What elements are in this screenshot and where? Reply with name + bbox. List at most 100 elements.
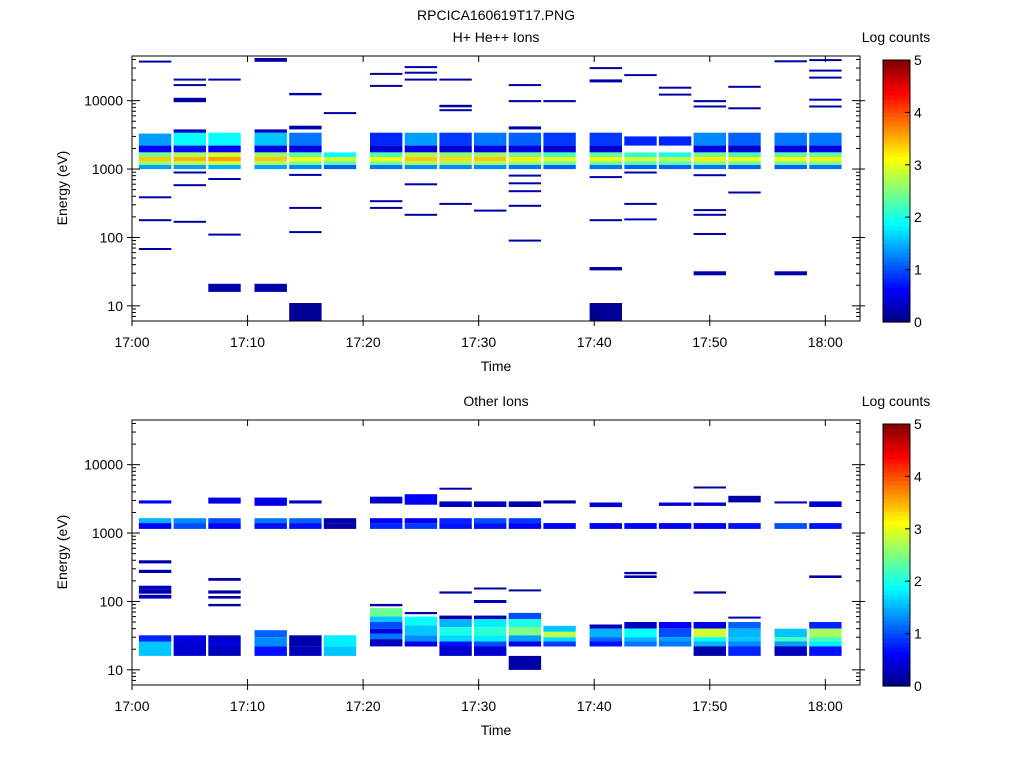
heatmap-cell	[138, 569, 172, 573]
heatmap-cell	[809, 161, 842, 165]
colorbar-tick-label: 3	[914, 521, 922, 537]
heatmap-cell	[404, 71, 438, 74]
heatmap-cell	[589, 157, 622, 162]
colorbar-strip	[883, 651, 910, 657]
heatmap-cell	[289, 206, 322, 209]
colorbar-strip	[883, 629, 910, 635]
colorbar-strip	[883, 273, 910, 279]
heatmap-cell	[289, 161, 322, 165]
colorbar-strip	[883, 256, 910, 262]
heatmap-cell	[208, 641, 241, 647]
x-tick-label: 17:30	[461, 698, 496, 714]
colorbar-strip	[883, 581, 910, 587]
colorbar-tick-label: 0	[914, 678, 922, 694]
heatmap-cell	[254, 630, 287, 638]
colorbar-strip	[883, 269, 910, 275]
colorbar-strip	[883, 313, 910, 319]
heatmap-cell	[439, 157, 472, 162]
colorbar-strip	[883, 151, 910, 157]
colorbar-strip	[883, 173, 910, 179]
heatmap-cell	[439, 487, 472, 490]
heatmap-cell	[543, 161, 576, 165]
colorbar-strip	[883, 112, 910, 118]
heatmap-cell	[589, 303, 622, 321]
heatmap-cell	[208, 596, 241, 599]
colorbar-strip	[883, 515, 910, 521]
heatmap-cell	[404, 635, 438, 642]
heatmap-cell	[254, 646, 287, 656]
heatmap-cell	[474, 164, 507, 170]
colorbar-strip	[883, 432, 910, 438]
heatmap-cell	[543, 152, 576, 157]
colorbar-strip	[883, 243, 910, 249]
heatmap-cell	[439, 591, 472, 594]
heatmap-cell	[589, 624, 622, 629]
heatmap-cell	[589, 164, 622, 170]
heatmap-cell	[624, 157, 657, 162]
heatmap-cell	[208, 164, 241, 170]
colorbar-tick-label: 4	[914, 468, 922, 484]
heatmap-cell	[774, 501, 807, 504]
heatmap-cell	[474, 627, 507, 636]
heatmap-cell	[809, 76, 842, 79]
heatmap-cell	[138, 518, 172, 524]
heatmap-cell	[728, 622, 761, 629]
heatmap-cell	[543, 631, 576, 638]
heatmap-cell	[474, 161, 507, 165]
heatmap-cell	[439, 145, 472, 153]
heatmap-cell	[809, 145, 842, 153]
heatmap-cell	[138, 161, 172, 165]
x-tick-label: 17:00	[114, 698, 149, 714]
heatmap-cell	[439, 635, 472, 642]
heatmap-cell	[404, 161, 438, 165]
panel-top-ylabel: Energy (eV)	[54, 151, 70, 226]
heatmap-cell	[624, 74, 657, 77]
heatmap-cell	[508, 174, 542, 177]
colorbar-strip	[883, 142, 910, 148]
heatmap-cell	[543, 157, 576, 162]
heatmap-cell	[173, 635, 206, 642]
heatmap-cell	[693, 646, 726, 656]
heatmap-cell	[173, 129, 206, 133]
x-tick-label: 17:00	[114, 334, 149, 350]
heatmap-cell	[439, 164, 472, 170]
heatmap-cell	[254, 132, 287, 146]
heatmap-cell	[589, 219, 622, 222]
heatmap-cell	[138, 594, 172, 599]
colorbar-strip	[883, 659, 910, 665]
heatmap-cell	[474, 600, 507, 603]
heatmap-cell	[809, 69, 842, 72]
colorbar-strip	[883, 616, 910, 622]
heatmap-cell	[138, 589, 172, 594]
heatmap-cell	[289, 303, 322, 321]
heatmap-cell	[693, 157, 726, 162]
heatmap-cell	[658, 86, 692, 89]
heatmap-cell	[138, 133, 172, 146]
heatmap-cell	[370, 161, 403, 165]
colorbar-tick-label: 4	[914, 104, 922, 120]
heatmap-cell	[439, 202, 472, 205]
heatmap-cell	[774, 132, 807, 146]
heatmap-cell	[138, 248, 172, 250]
colorbar-strip	[883, 467, 910, 473]
panel-top-xlabel: Time	[481, 358, 512, 374]
heatmap-cell	[404, 145, 438, 153]
heatmap-cell	[508, 641, 542, 647]
colorbar-strip	[883, 603, 910, 608]
heatmap-cell	[693, 628, 726, 638]
colorbar-strip	[883, 528, 910, 534]
heatmap-cell	[728, 107, 761, 110]
heatmap-cell	[404, 152, 438, 157]
heatmap-cell	[138, 164, 172, 170]
y-tick-label: 1000	[92, 525, 123, 541]
heatmap-cell	[589, 161, 622, 165]
heatmap-cell	[370, 84, 403, 87]
heatmap-cell	[289, 132, 322, 146]
colorbar-strip	[883, 86, 910, 92]
heatmap-cell	[508, 182, 542, 185]
heatmap-cell	[370, 200, 403, 203]
panel-bottom-axes: 17:00 17:10 17:20 17:30 17:40 17:50 18:00 10 100…	[84, 420, 865, 714]
heatmap-cell	[589, 637, 622, 642]
heatmap-cell	[809, 641, 842, 647]
colorbar-strip	[883, 633, 910, 639]
